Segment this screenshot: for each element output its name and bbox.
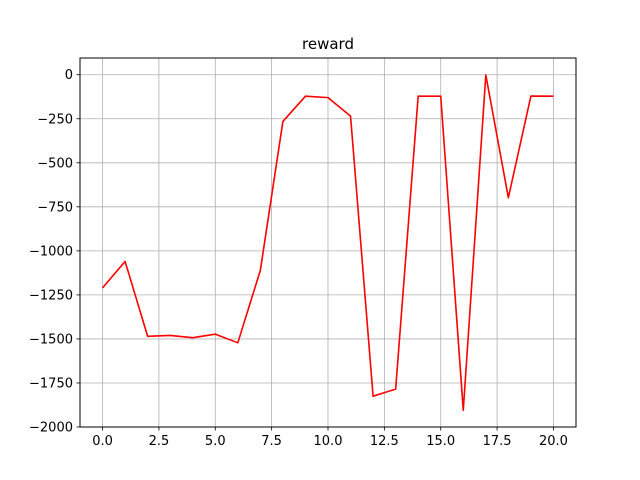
x-tick-label: 5.0: [205, 434, 226, 449]
x-tick-label: 20.0: [539, 434, 568, 449]
y-tick-label: −1250: [29, 288, 73, 303]
x-tick-label: 15.0: [426, 434, 455, 449]
y-tick-label: −1750: [29, 376, 73, 391]
y-tick-label: −2000: [29, 421, 73, 436]
y-tick-label: −1000: [29, 244, 73, 259]
chart-title: reward: [302, 35, 354, 53]
x-tick-label: 12.5: [370, 434, 399, 449]
grid-lines: [80, 58, 576, 428]
y-tick-label: −750: [37, 200, 73, 215]
plot-frame: [79, 57, 577, 428]
x-tick-label: 7.5: [261, 434, 282, 449]
y-tick-label: 0: [65, 68, 73, 83]
series-lines: [101, 74, 554, 412]
x-tick-label: 0.0: [92, 434, 113, 449]
y-tick-label: −1500: [29, 332, 73, 347]
x-tick-label: 2.5: [149, 434, 170, 449]
y-tick-label: −250: [37, 112, 73, 127]
y-axis-ticks: 0 −250 −500 −750 −1000 −1250 −1500 −1750 −2000: [29, 68, 80, 436]
y-tick-label: −500: [37, 156, 73, 171]
x-tick-label: 10.0: [314, 434, 343, 449]
x-axis-ticks: 0.0 2.5 5.0 7.5 10.0 12.5 15.0 17.5 20.0: [92, 427, 568, 449]
x-tick-label: 17.5: [483, 434, 512, 449]
series-line-0: [101, 74, 554, 412]
